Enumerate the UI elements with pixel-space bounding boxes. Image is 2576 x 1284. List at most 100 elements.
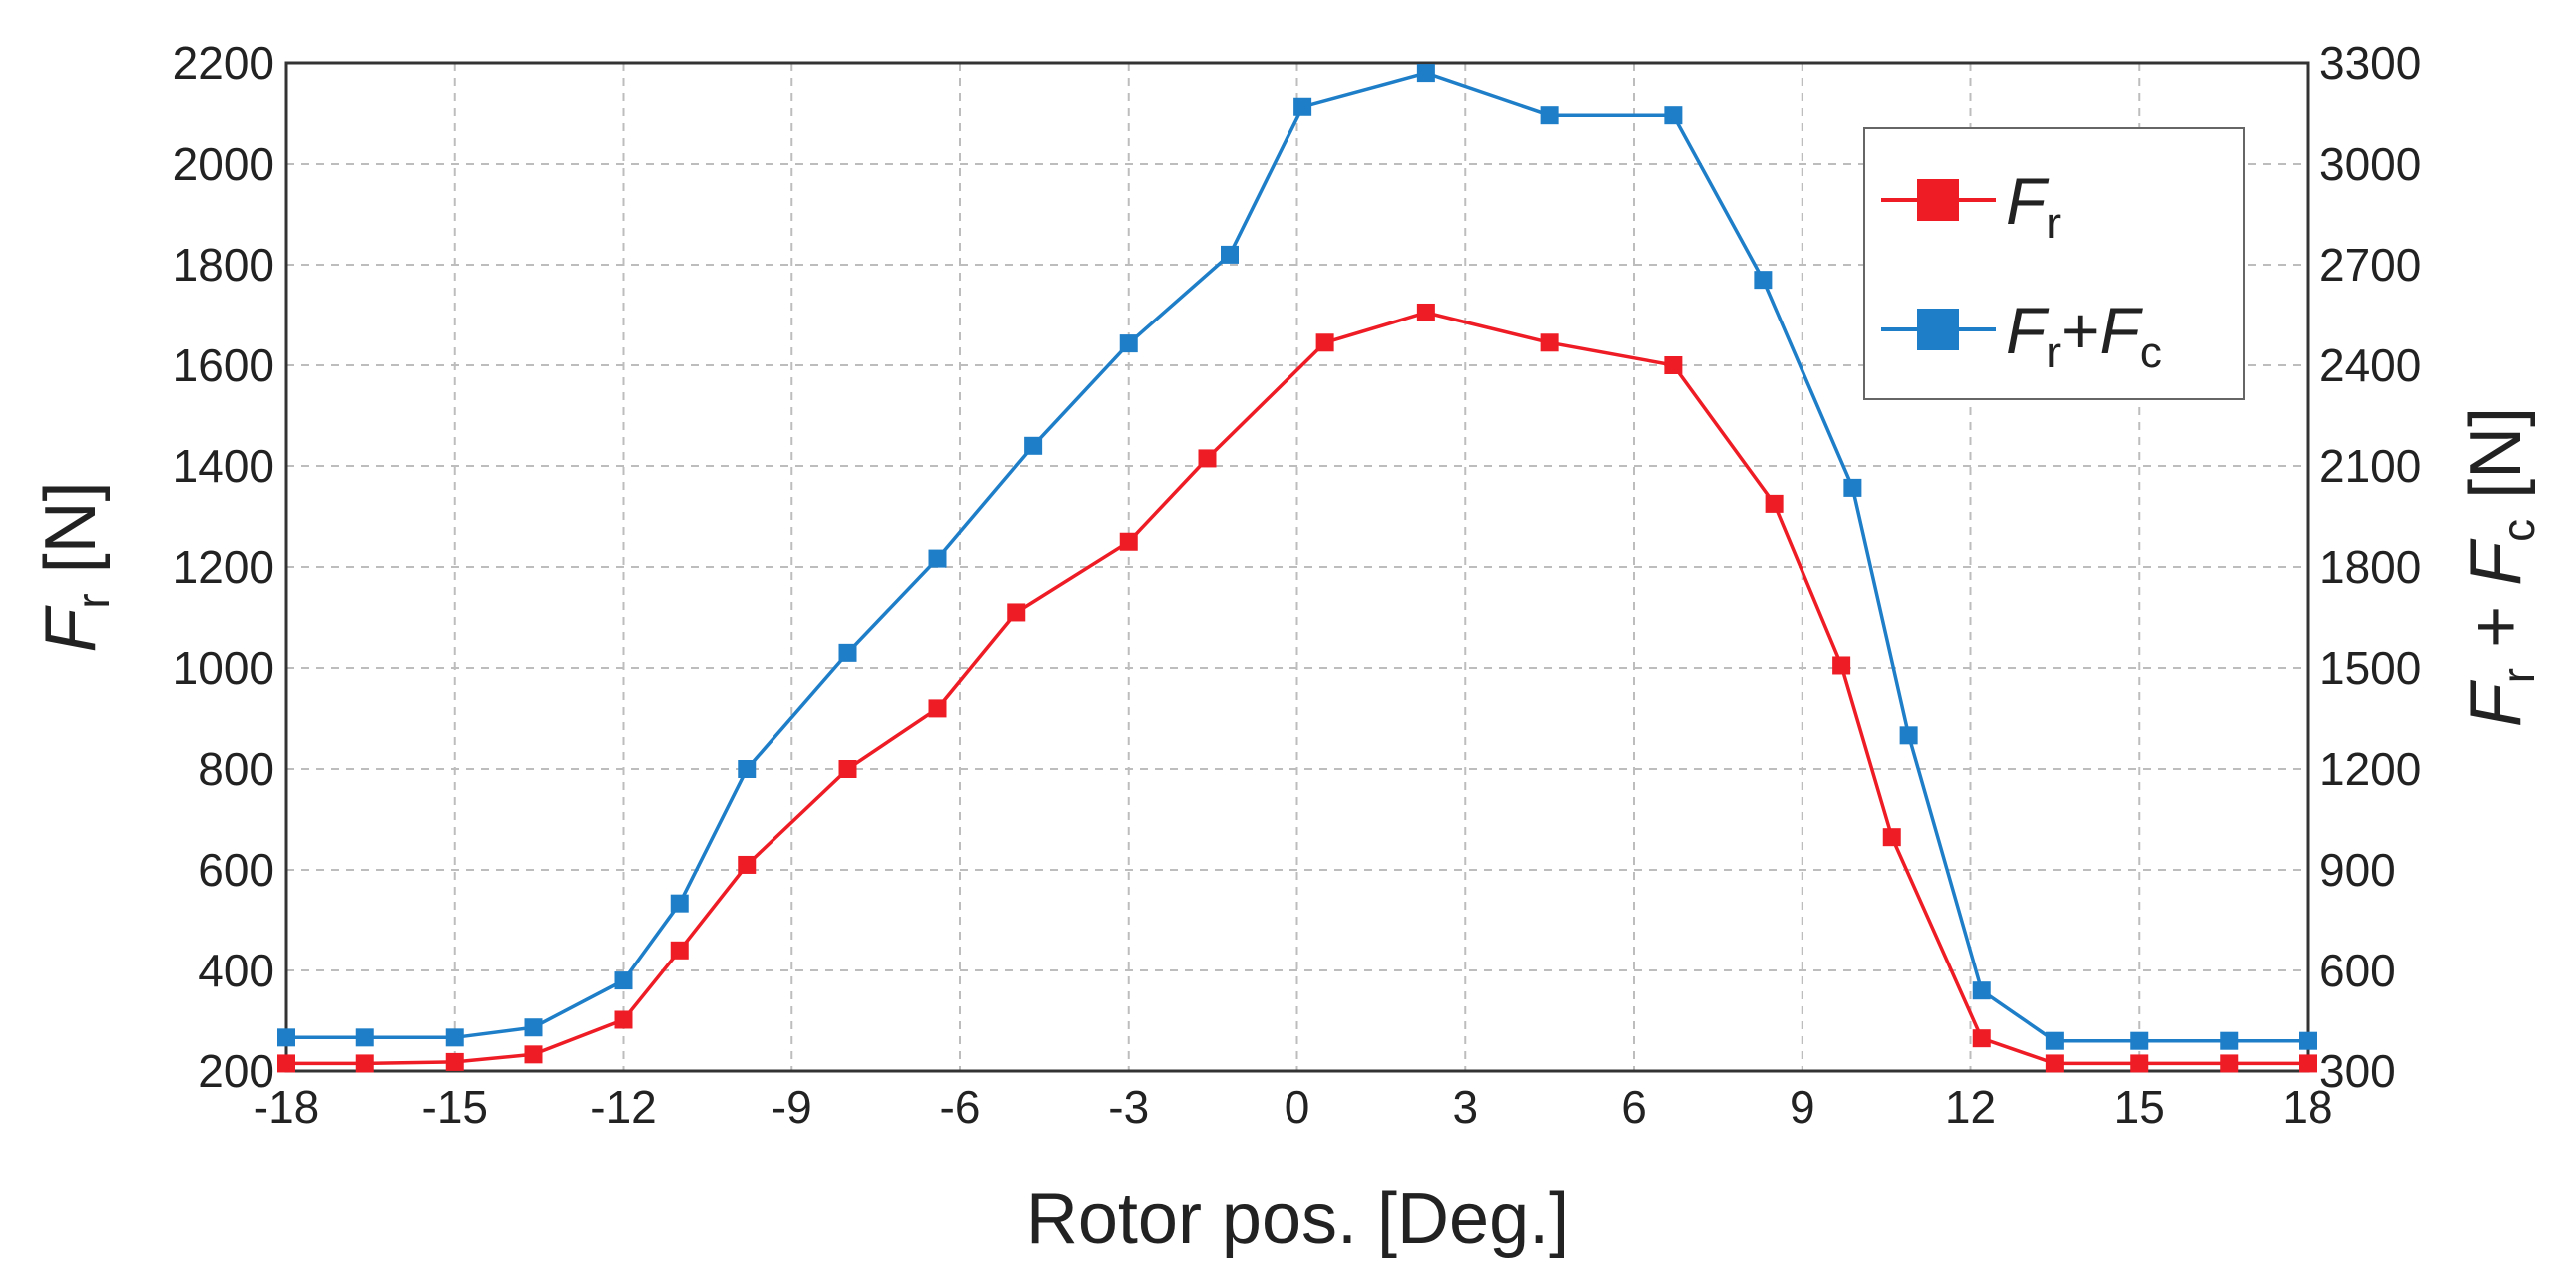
data-point — [928, 699, 947, 718]
x-tick-label: 9 — [1790, 1081, 1815, 1133]
x-tick-label: -15 — [422, 1081, 488, 1133]
data-point — [277, 1054, 295, 1073]
right-axis-title-plus: + — [2456, 586, 2536, 668]
legend-frfc-sub2: c — [2140, 328, 2162, 377]
data-point — [524, 1045, 543, 1064]
data-point — [1832, 656, 1851, 675]
legend-frfc-sub1: r — [2046, 328, 2061, 377]
x-tick-label: 6 — [1621, 1081, 1647, 1133]
data-point — [355, 1054, 374, 1073]
legend-fr-sub: r — [2046, 199, 2061, 248]
data-point — [1119, 334, 1138, 353]
right-y-tick-label: 300 — [2319, 1045, 2396, 1097]
right-y-tick-label: 3300 — [2319, 37, 2421, 89]
legend-swatch-marker — [1917, 309, 1959, 350]
left-y-tick-label: 400 — [198, 945, 274, 996]
data-point — [1899, 726, 1918, 745]
right-y-tick-label: 2700 — [2319, 239, 2421, 291]
x-axis-title: Rotor pos. [Deg.] — [1026, 1179, 1569, 1259]
data-point — [1540, 333, 1559, 352]
data-point — [1882, 828, 1901, 847]
left-y-tick-label: 1200 — [173, 541, 274, 593]
right-axis-title-main2: F — [2456, 538, 2536, 586]
x-tick-label: 18 — [2282, 1081, 2332, 1133]
data-point — [2220, 1054, 2239, 1073]
x-tick-label: 0 — [1285, 1081, 1310, 1133]
data-point — [670, 941, 689, 960]
x-tick-label: -12 — [590, 1081, 656, 1133]
right-axis-ticks: 300 600 900 1200 1500 1800 2100 2400 2700 3000 330… — [2319, 37, 2421, 1097]
data-point — [1024, 436, 1043, 455]
data-point — [1972, 1029, 1991, 1048]
right-axis-title-main1: F — [2456, 679, 2536, 727]
legend-label-fr-fc: Fr+Fc — [2006, 294, 2162, 377]
data-point — [355, 1028, 374, 1047]
data-point — [2299, 1031, 2317, 1050]
data-point — [2130, 1054, 2149, 1073]
x-tick-label: -18 — [254, 1081, 319, 1133]
legend-swatch-marker — [1917, 179, 1959, 221]
right-axis-title-unit: [N] — [2456, 407, 2536, 519]
x-tick-label: 15 — [2114, 1081, 2165, 1133]
x-tick-label: 3 — [1452, 1081, 1478, 1133]
data-point — [670, 894, 689, 913]
right-axis-title: Fr + Fc [N] — [2456, 407, 2544, 727]
right-y-tick-label: 600 — [2319, 945, 2396, 996]
left-y-tick-label: 2000 — [173, 138, 274, 190]
data-point — [1765, 494, 1784, 513]
legend-fr-main: F — [2006, 164, 2050, 238]
grid-lines — [286, 63, 2308, 1071]
data-point — [524, 1018, 543, 1037]
data-point — [738, 760, 757, 778]
right-axis-title-sub1: r — [2492, 668, 2544, 683]
data-point — [2299, 1054, 2317, 1073]
data-point — [1664, 106, 1683, 125]
data-point — [1754, 271, 1773, 290]
left-y-tick-label: 1800 — [173, 239, 274, 291]
data-point — [277, 1028, 295, 1047]
series-line — [286, 71, 2308, 1043]
right-y-tick-label: 1800 — [2319, 541, 2421, 593]
right-y-tick-label: 3000 — [2319, 138, 2421, 190]
right-y-tick-label: 1200 — [2319, 743, 2421, 795]
data-point — [2130, 1031, 2149, 1050]
data-point — [838, 760, 857, 778]
data-point — [1416, 64, 1435, 83]
left-axis-ticks: 200 400 600 800 1000 1200 1400 1600 1800 2000 2200 — [173, 37, 274, 1097]
legend-item-fr-fc: Fr+Fc — [1881, 294, 2162, 377]
legend-frfc-main2: F — [2100, 294, 2144, 367]
data-point — [614, 1010, 633, 1029]
x-tick-label: -6 — [940, 1081, 981, 1133]
data-point — [1664, 356, 1683, 374]
data-point — [2045, 1054, 2064, 1073]
data-point — [2045, 1031, 2064, 1050]
right-y-tick-label: 1500 — [2319, 642, 2421, 694]
data-point — [1972, 981, 1991, 1000]
right-y-tick-label: 900 — [2319, 844, 2396, 896]
legend-frfc-main1: F — [2006, 294, 2050, 367]
x-tick-label: -3 — [1108, 1081, 1149, 1133]
right-axis-title-sub2: c — [2492, 519, 2544, 542]
left-y-tick-label: 1400 — [173, 440, 274, 492]
plot-frame — [284, 61, 2310, 1073]
legend: Fr Fr+Fc — [1863, 127, 2245, 400]
left-y-tick-label: 600 — [198, 844, 274, 896]
data-point — [1007, 603, 1026, 622]
data-point — [1315, 333, 1334, 352]
left-axis-title-sub: r — [67, 593, 119, 608]
series-line — [286, 311, 2308, 1066]
data-point — [1198, 449, 1217, 468]
left-y-tick-label: 200 — [198, 1045, 274, 1097]
legend-box — [1863, 127, 2245, 400]
data-point — [838, 643, 857, 662]
legend-item-fr: Fr — [1881, 164, 2061, 248]
data-point — [445, 1052, 464, 1071]
series-layer — [277, 64, 2317, 1073]
left-axis-title-main: F — [31, 605, 111, 653]
data-point — [1221, 245, 1239, 264]
x-tick-label: 12 — [1945, 1081, 1996, 1133]
series-fr — [277, 303, 2317, 1073]
data-point — [928, 549, 947, 568]
legend-label-fr: Fr — [2006, 164, 2061, 248]
